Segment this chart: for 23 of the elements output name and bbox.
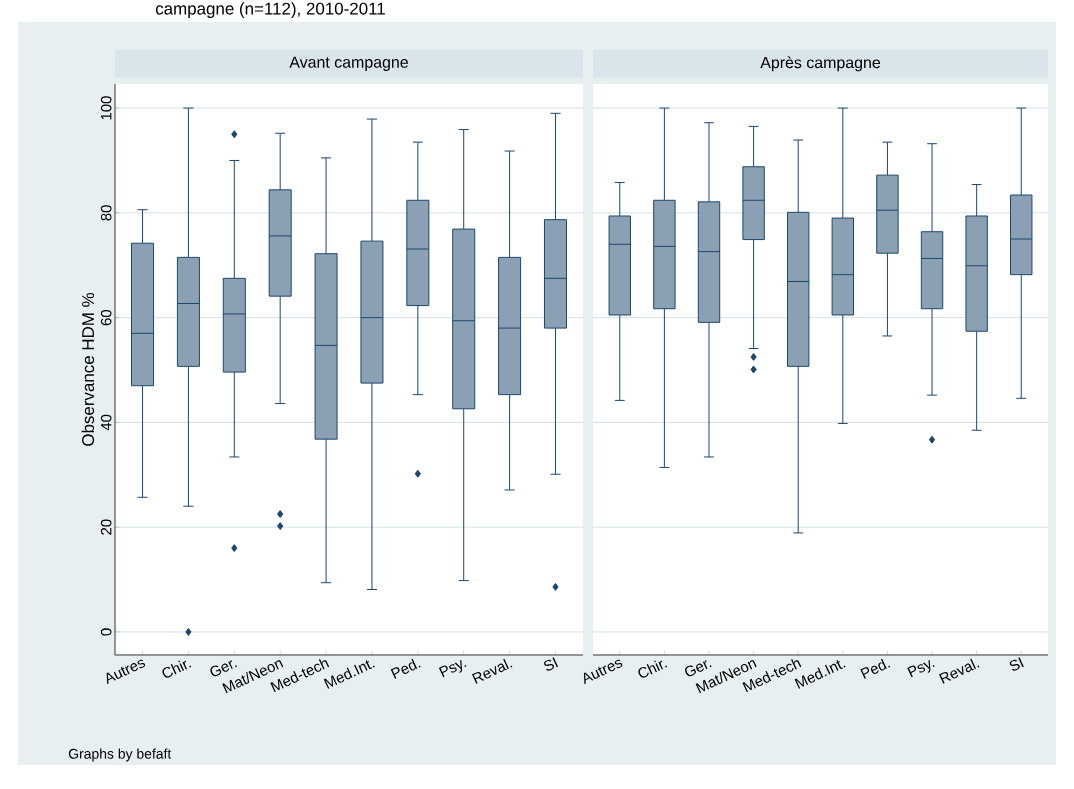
y-tick-label: 100 bbox=[100, 96, 112, 120]
x-tick-label: Ped. bbox=[390, 658, 421, 679]
x-tick-label: SI bbox=[1009, 657, 1024, 671]
x-tick-label: Chir. bbox=[638, 660, 668, 678]
x-tick-label: Ped. bbox=[860, 658, 891, 679]
y-tick-label: 20 bbox=[100, 519, 112, 535]
chart-title: Avant campagne bbox=[289, 56, 408, 71]
x-tick-label: SI bbox=[544, 657, 559, 671]
x-tick-label: Psy. bbox=[907, 660, 935, 678]
chart-title: Après campagne bbox=[760, 56, 881, 72]
x-tick-label: Chir. bbox=[162, 660, 192, 678]
y-axis-title: Observance HDM % bbox=[81, 292, 95, 446]
text: Graphs by befaft bbox=[68, 748, 172, 762]
x-tick-label: Reval. bbox=[471, 658, 513, 684]
y-tick-label: 60 bbox=[100, 309, 112, 326]
text: campagne (n=112), 2010-2011 bbox=[155, 2, 385, 18]
x-tick-label: Autres bbox=[106, 659, 146, 685]
x-tick-label: Psy. bbox=[438, 660, 467, 678]
y-tick-label: 0 bbox=[100, 628, 112, 636]
x-tick-label: Autres bbox=[583, 659, 623, 685]
x-tick-label: Reval. bbox=[939, 658, 980, 684]
y-tick-label: 80 bbox=[100, 205, 112, 221]
y-tick-label: 40 bbox=[100, 414, 112, 431]
